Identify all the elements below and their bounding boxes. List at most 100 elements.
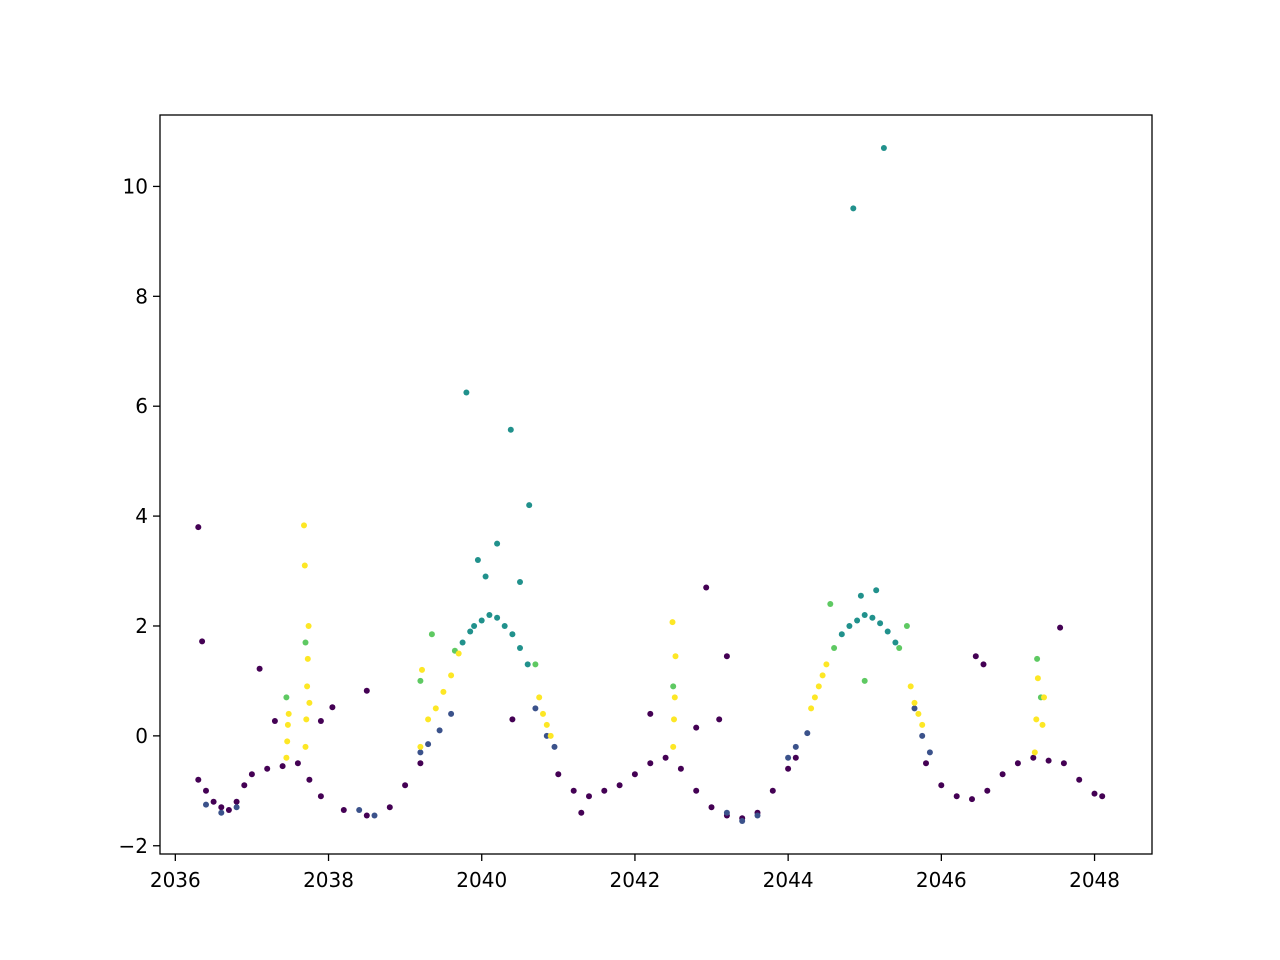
scatter-point <box>693 724 700 731</box>
scatter-point <box>474 557 481 563</box>
scatter-point <box>478 617 485 624</box>
scatter-point <box>671 694 678 701</box>
scatter-point <box>669 619 676 626</box>
scatter-point <box>670 683 677 690</box>
scatter-point <box>417 677 424 684</box>
scatter-point <box>363 687 370 694</box>
scatter-point <box>739 818 746 824</box>
scatter-point <box>532 661 539 668</box>
scatter-point <box>854 617 861 624</box>
scatter-point <box>578 809 585 816</box>
scatter-point <box>792 754 799 761</box>
scatter-point <box>301 562 308 569</box>
scatter-point <box>884 628 891 635</box>
scatter-point <box>693 787 700 794</box>
scatter-point <box>218 809 225 816</box>
scatter-point <box>356 807 363 813</box>
scatter-point <box>524 661 531 668</box>
scatter-point <box>1076 776 1083 783</box>
scatter-point <box>543 721 550 728</box>
scatter-point <box>248 771 255 778</box>
scatter-point <box>425 741 432 748</box>
scatter-point <box>953 793 960 800</box>
y-tick-label: 8 <box>135 284 148 308</box>
scatter-point <box>850 205 857 212</box>
scatter-point <box>279 763 286 770</box>
scatter-point <box>785 765 792 772</box>
scatter-point <box>440 688 447 695</box>
scatter-point <box>708 804 715 811</box>
scatter-point <box>463 389 470 396</box>
scatter-point <box>301 522 307 529</box>
y-tick-label: 0 <box>135 724 148 748</box>
scatter-point <box>284 738 291 745</box>
scatter-point <box>509 631 516 638</box>
scatter-point <box>1033 716 1040 723</box>
scatter-point <box>754 812 761 819</box>
scatter-point <box>915 710 922 717</box>
scatter-point <box>792 743 799 750</box>
scatter-point <box>494 614 501 621</box>
scatter-point <box>305 623 312 629</box>
scatter-point <box>1034 675 1041 682</box>
y-tick-label: 4 <box>135 504 148 528</box>
scatter-point <box>911 705 918 712</box>
scatter-point <box>264 765 271 772</box>
scatter-point <box>386 804 393 811</box>
scatter-point <box>1034 655 1041 662</box>
scatter-point <box>831 645 838 651</box>
scatter-point <box>570 787 577 794</box>
scatter-point <box>819 672 826 679</box>
scatter-point <box>210 798 217 805</box>
scatter-point <box>907 683 914 690</box>
scatter-point <box>846 623 853 629</box>
scatter-point <box>284 721 291 728</box>
scatter-point <box>804 730 811 737</box>
scatter-point <box>225 807 232 813</box>
scatter-point <box>417 749 424 756</box>
scatter-point <box>672 653 679 660</box>
scatter-point <box>769 787 776 794</box>
x-tick-label: 2042 <box>609 868 660 892</box>
scatter-point <box>815 683 822 690</box>
scatter-point <box>1060 760 1067 767</box>
scatter-point <box>1039 721 1046 728</box>
scatter-point <box>723 809 730 816</box>
scatter-point <box>1041 694 1047 701</box>
scatter-point <box>304 683 311 690</box>
scatter-point <box>631 771 638 778</box>
scatter-point <box>459 639 466 646</box>
scatter-point <box>340 807 347 813</box>
scatter-point <box>303 716 310 723</box>
scatter-point <box>448 672 455 679</box>
scatter-point <box>283 754 290 761</box>
scatter-point <box>471 623 478 629</box>
scatter-point <box>195 776 202 783</box>
scatter-point <box>402 782 409 789</box>
scatter-point <box>677 765 684 772</box>
scatter-point <box>873 587 880 594</box>
scatter-point <box>857 592 864 599</box>
scatter-point <box>547 732 554 739</box>
scatter-point <box>428 631 435 638</box>
scatter-point <box>1057 624 1064 631</box>
scatter-point <box>486 612 493 618</box>
scatter-point <box>419 666 425 673</box>
scatter-point <box>417 760 424 767</box>
scatter-point <box>467 628 474 635</box>
scatter-point <box>1099 793 1106 800</box>
scatter-point <box>877 620 884 627</box>
scatter-point <box>811 694 818 701</box>
scatter-point <box>919 732 926 739</box>
x-tick-label: 2044 <box>763 868 814 892</box>
scatter-point <box>1091 790 1098 797</box>
scatter-point <box>517 579 523 585</box>
scatter-point <box>903 623 910 629</box>
scatter-point <box>509 716 516 723</box>
scatter-point <box>984 787 991 794</box>
scatter-point <box>271 718 278 724</box>
scatter-point <box>363 812 370 819</box>
scatter-point <box>647 710 654 717</box>
scatter-point <box>969 796 975 803</box>
scatter-point <box>555 771 562 778</box>
